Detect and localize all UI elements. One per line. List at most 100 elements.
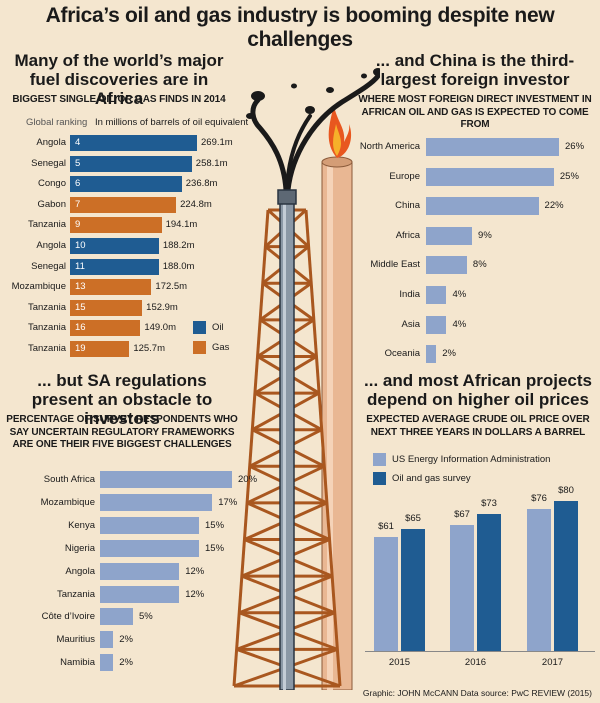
regulation-country: Tanzania (56, 588, 95, 600)
investor-bar (426, 197, 539, 216)
investor-region: China (395, 200, 420, 212)
discovery-rank: 6 (75, 178, 81, 190)
price-bar (477, 514, 501, 651)
discovery-rank: 4 (75, 137, 81, 148)
investor-value: 4% (452, 289, 467, 300)
regulation-bar (100, 608, 133, 626)
regulations-subheading: Percentage of survey respondents who say… (6, 414, 238, 450)
discovery-bar (70, 279, 152, 296)
regulation-bar (100, 493, 213, 511)
discovery-rank: 19 (75, 343, 86, 354)
investors-subheading: Where most foreign direct investment in … (358, 94, 592, 130)
discovery-country: Senegal (31, 157, 66, 169)
regulation-bar (100, 539, 199, 557)
legend-oil-label: Oil (212, 322, 224, 333)
investor-bar (426, 345, 437, 364)
discovery-value: 258.1m (195, 157, 228, 169)
discovery-country: Angola (36, 240, 66, 251)
discovery-rank: 16 (75, 322, 86, 334)
investor-bar (426, 315, 447, 334)
regulation-value: 5% (139, 611, 153, 623)
discovery-value: 224.8m (180, 198, 212, 210)
price-value: $67 (454, 509, 470, 521)
rank-label: Global ranking (26, 117, 88, 128)
regulation-country: South Africa (43, 474, 95, 485)
discovery-bar (70, 299, 143, 316)
unit-label: In millions of barrels of oil equivalent (95, 117, 249, 128)
investor-bar (426, 256, 467, 275)
regulation-bar (100, 585, 180, 603)
investor-value: 26% (565, 141, 585, 152)
regulation-country: Nigeria (64, 542, 95, 554)
discovery-bar (70, 238, 159, 254)
page-title: Africa’s oil and gas industry is booming… (45, 4, 555, 51)
regulation-value: 12% (185, 565, 205, 577)
regulation-country: Namibia (60, 657, 95, 669)
investor-value: 2% (442, 348, 456, 360)
legend-us-swatch (373, 453, 386, 466)
regulation-value: 15% (205, 519, 225, 531)
regulation-country: Kenya (68, 519, 95, 531)
discovery-bar (70, 217, 162, 234)
investor-bar (426, 138, 559, 156)
investor-value: 8% (472, 259, 487, 271)
prices-heading: ... and most African projects depend on … (364, 371, 592, 409)
regulation-country: Mauritius (56, 634, 95, 646)
regulations-heading: ... but SA regulations present an obstac… (31, 371, 213, 428)
discovery-country: Tanzania (27, 219, 66, 231)
discovery-country: Gabon (37, 198, 66, 210)
price-value: $80 (558, 485, 574, 496)
discovery-value: 125.7m (133, 343, 165, 354)
credit-line: Graphic: JOHN McCANN Data source: PwC RE… (362, 688, 592, 698)
investor-bar (426, 286, 447, 304)
discovery-country: Tanzania (27, 322, 66, 334)
discovery-rank: 13 (75, 281, 86, 293)
discovery-value: 269.1m (201, 137, 233, 148)
regulation-bar (100, 516, 199, 534)
discovery-bar (70, 155, 192, 172)
price-value: $61 (378, 520, 394, 532)
price-value: $76 (531, 492, 547, 504)
discovery-rank: 5 (75, 157, 81, 169)
price-year: 2015 (388, 657, 411, 668)
prices-subheading: Expected average crude oil price over ne… (366, 414, 590, 438)
regulation-country: Côte d’Ivoire (41, 611, 95, 623)
discovery-country: Congo (38, 178, 66, 190)
discovery-value: 188.0m (162, 260, 195, 272)
regulation-value: 15% (205, 542, 225, 554)
discovery-rank: 9 (75, 219, 81, 231)
discovery-rank: 7 (75, 198, 81, 210)
discovery-bar (70, 176, 182, 193)
price-value: $65 (405, 513, 421, 525)
legend-us-label: US Energy Information Administration (392, 454, 551, 465)
discovery-bar (70, 341, 130, 357)
discovery-bar (70, 258, 159, 275)
regulation-value: 17% (218, 496, 238, 508)
legend-survey-label: Oil and gas survey (392, 473, 471, 484)
regulation-bar (100, 562, 180, 580)
investor-region: Africa (395, 229, 420, 241)
regulation-value: 12% (185, 588, 205, 600)
regulation-value: 2% (119, 657, 133, 669)
price-value: $73 (481, 498, 497, 510)
investor-value: 25% (559, 170, 579, 182)
discovery-country: Senegal (31, 260, 66, 272)
price-year: 2017 (541, 657, 564, 668)
discovery-country: Mozambique (11, 281, 66, 293)
price-year: 2016 (464, 657, 487, 668)
discovery-country: Tanzania (27, 343, 66, 354)
oil-gusher (250, 97, 289, 193)
discovery-value: 172.5m (155, 281, 188, 293)
discovery-bar (70, 135, 197, 151)
discovery-value: 194.1m (165, 219, 198, 231)
investor-region: North America (359, 141, 420, 152)
discovery-value: 188.2m (162, 240, 195, 251)
drill-pipe (279, 199, 295, 690)
oil-rig-illustration (232, 68, 380, 690)
discovery-bar (70, 196, 177, 213)
investors-heading: ... and China is the third-largest forei… (375, 51, 575, 89)
investor-bar (426, 167, 554, 186)
regulation-bar (100, 654, 114, 672)
price-bar (401, 529, 425, 651)
discovery-rank: 11 (75, 260, 85, 272)
